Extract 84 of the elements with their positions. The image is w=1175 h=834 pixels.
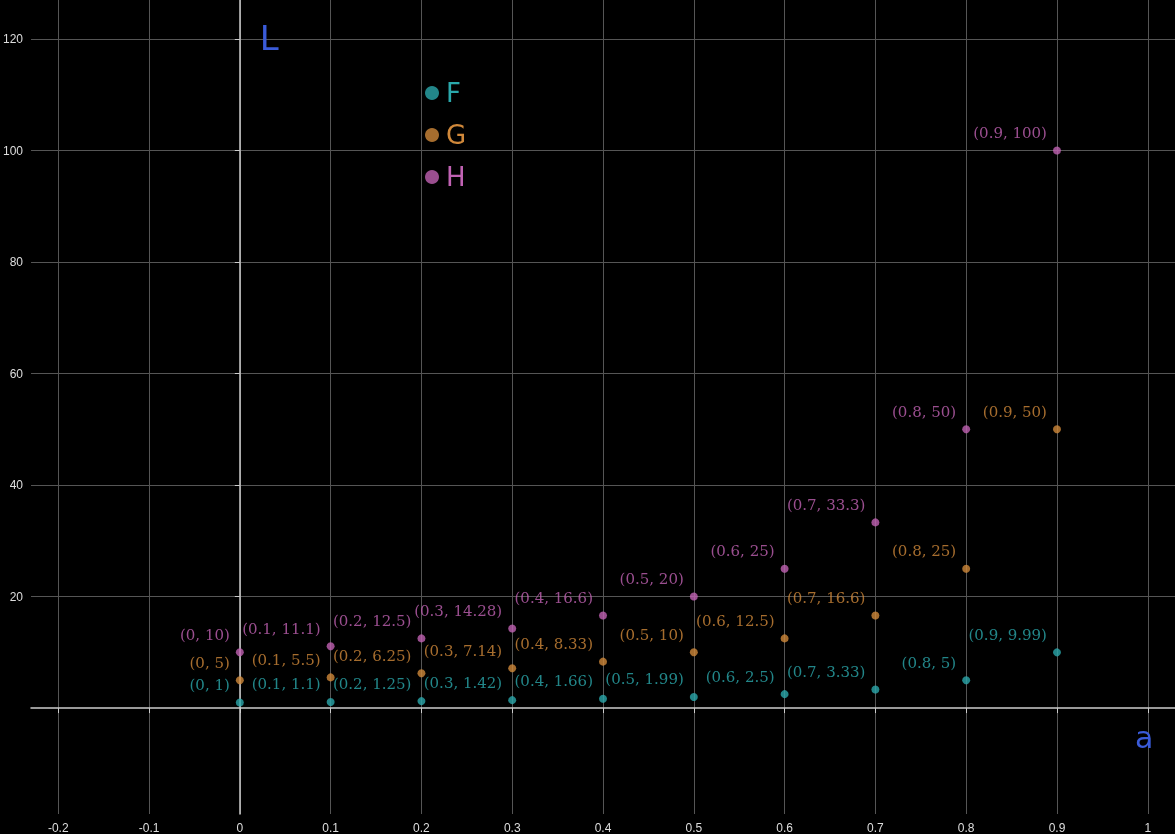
point xyxy=(235,648,244,657)
data-label: (0.9, 50) xyxy=(982,402,1047,421)
point xyxy=(962,564,971,573)
data-label: (0.5, 10) xyxy=(619,625,684,644)
legend-label: F xyxy=(446,78,461,108)
data-label: (0.1, 11.1) xyxy=(242,619,321,638)
data-label: (0.4, 8.33) xyxy=(514,635,594,654)
point xyxy=(962,676,971,685)
data-label: (0.6, 12.5) xyxy=(696,611,775,630)
data-label: (0, 5) xyxy=(189,653,230,672)
x-tick-label: 0.1 xyxy=(322,821,340,834)
point xyxy=(599,657,608,666)
x-tick-label: -0.2 xyxy=(47,821,69,834)
data-label: (0.3, 7.14) xyxy=(423,641,503,660)
y-tick-label: 80 xyxy=(9,255,24,270)
data-label: (0.6, 2.5) xyxy=(705,667,775,686)
x-tick-label: 0.8 xyxy=(957,821,975,834)
point xyxy=(417,669,426,678)
point xyxy=(1052,146,1061,155)
point xyxy=(508,624,517,633)
legend-label: H xyxy=(446,162,466,192)
x-tick-label: 0.5 xyxy=(685,821,703,834)
data-label: (0.8, 25) xyxy=(891,542,957,561)
data-label: (0.1, 5.5) xyxy=(251,650,321,669)
data-label: (0.2, 12.5) xyxy=(332,611,412,630)
point xyxy=(417,634,426,643)
data-label: (0, 1) xyxy=(189,675,230,694)
point xyxy=(508,696,517,705)
point xyxy=(1052,425,1061,434)
data-label: (0.8, 5) xyxy=(901,653,957,672)
point xyxy=(599,611,608,620)
point xyxy=(235,698,244,707)
x-axis-title: a xyxy=(1135,719,1154,755)
x-tick-label: 0.4 xyxy=(594,821,612,834)
x-tick-label: 0.3 xyxy=(503,821,521,834)
y-tick-label: 60 xyxy=(9,366,24,381)
data-label: (0.7, 3.33) xyxy=(786,663,866,681)
point xyxy=(871,518,880,527)
point xyxy=(326,697,335,706)
data-label: (0.3, 14.28) xyxy=(414,601,503,620)
y-tick-label: 40 xyxy=(9,478,24,493)
y-axis-title: L xyxy=(259,18,279,58)
point xyxy=(1052,648,1061,657)
point xyxy=(508,664,517,673)
data-label: (0.3, 1.42) xyxy=(423,673,503,692)
point xyxy=(871,611,880,620)
data-label: (0.2, 1.25) xyxy=(332,674,412,693)
x-tick-label: 1 xyxy=(1144,821,1152,834)
x-tick-label: 0.9 xyxy=(1048,821,1066,834)
point xyxy=(689,692,698,701)
data-label: (0.7, 33.3) xyxy=(786,495,866,514)
x-tick-label: 0 xyxy=(236,821,244,834)
data-label: (0, 10) xyxy=(179,625,230,644)
x-tick-label: 0.6 xyxy=(776,821,794,834)
data-label: (0.9, 9.99) xyxy=(968,625,1047,644)
y-tick-label: 100 xyxy=(2,143,24,158)
point xyxy=(689,648,698,657)
point xyxy=(780,634,789,643)
point xyxy=(962,425,971,434)
y-tick-label: 20 xyxy=(9,589,24,604)
point xyxy=(871,685,880,694)
data-label: (0.4, 1.66) xyxy=(514,672,594,691)
point xyxy=(417,697,426,706)
point xyxy=(235,676,244,685)
data-label: (0.2, 6.25) xyxy=(332,646,412,665)
point xyxy=(780,690,789,699)
data-label: (0.1, 1.1) xyxy=(251,675,321,694)
point xyxy=(689,592,698,601)
data-label: (0.6, 25) xyxy=(710,542,775,561)
data-label: (0.8, 50) xyxy=(891,402,957,421)
data-label: (0.4, 16.6) xyxy=(514,589,594,608)
x-tick-label: -0.1 xyxy=(138,821,160,834)
data-label: (0.5, 20) xyxy=(619,570,684,589)
data-label: (0.7, 16.6) xyxy=(786,589,866,608)
point xyxy=(326,673,335,682)
x-tick-label: 0.2 xyxy=(413,821,431,834)
y-tick-label: 120 xyxy=(2,32,24,47)
point xyxy=(780,564,789,573)
point xyxy=(326,642,335,651)
data-label: (0.9, 100) xyxy=(973,124,1047,143)
legend-label: G xyxy=(446,120,467,150)
point xyxy=(599,694,608,703)
x-tick-label: 0.7 xyxy=(867,821,885,834)
data-label: (0.5, 1.99) xyxy=(605,670,684,689)
